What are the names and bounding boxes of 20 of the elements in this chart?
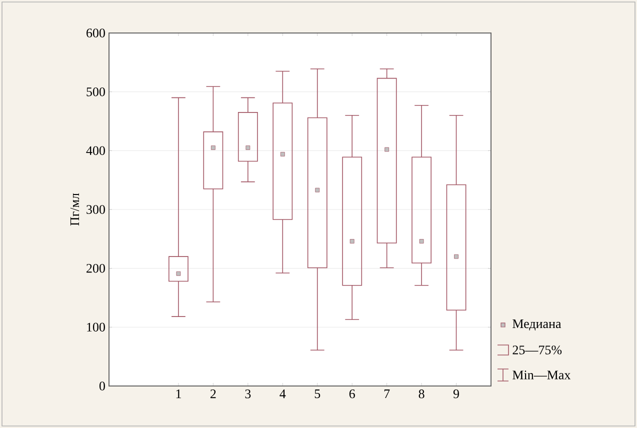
x-tick-label: 7 <box>384 390 390 398</box>
y-axis-title: Пг/мл <box>70 193 80 226</box>
text: Min—Max <box>512 370 571 380</box>
x-tick-label: 4 <box>280 390 286 398</box>
y-tick-label: 200 <box>86 264 105 273</box>
y-tick-label: 300 <box>86 205 105 214</box>
y-tick-label: 100 <box>87 322 105 332</box>
y-tick-label: 500 <box>86 87 105 96</box>
text: 25—75% <box>512 346 562 354</box>
x-tick-label: 5 <box>314 390 320 398</box>
y-tick-label: 0 <box>99 382 105 390</box>
y-tick-label: 600 <box>86 28 105 38</box>
x-tick-label: 9 <box>453 390 459 398</box>
x-tick-label: 6 <box>349 390 355 398</box>
y-tick-label: 400 <box>86 146 105 156</box>
x-tick-label: 8 <box>418 390 424 398</box>
x-tick-label: 1 <box>176 390 181 398</box>
text: Медиана <box>512 319 562 330</box>
x-tick-label: 2 <box>210 390 216 398</box>
x-tick-label: 3 <box>245 390 251 398</box>
